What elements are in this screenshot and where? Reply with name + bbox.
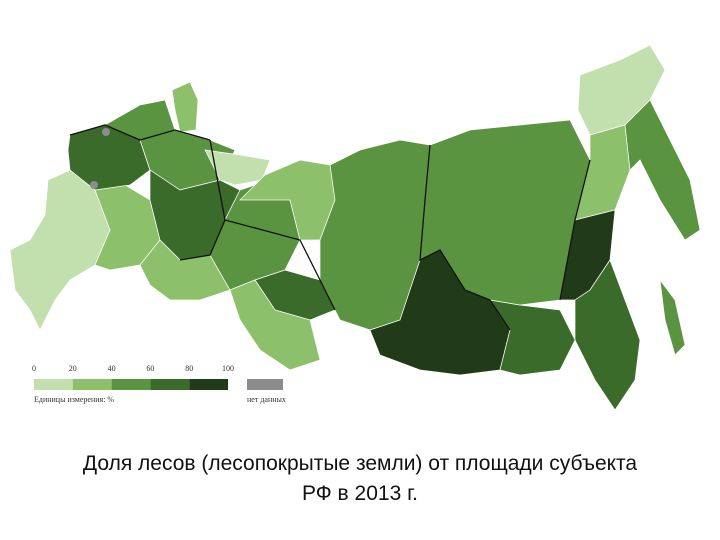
border bbox=[179, 139, 226, 261]
no-data-swatch bbox=[247, 379, 283, 390]
caption-line: Доля лесов (лесопокрытые земли) от площа… bbox=[82, 452, 638, 475]
no-data-label: нет данных bbox=[247, 395, 286, 404]
legend-tick-label: 40 bbox=[108, 364, 116, 373]
legend-tick-label: 0 bbox=[32, 364, 36, 373]
legend: Единицы измерения: % нет данных 0 20 40 60 8… bbox=[32, 364, 286, 404]
border bbox=[559, 159, 591, 301]
legend-swatch bbox=[150, 379, 190, 390]
border bbox=[419, 144, 511, 331]
regions bbox=[9, 44, 701, 411]
region bbox=[624, 99, 701, 241]
legend-tick-label: 80 bbox=[185, 364, 193, 373]
legend-tick-label: 60 bbox=[146, 364, 154, 373]
region bbox=[9, 169, 111, 331]
legend-tick-label: 20 bbox=[69, 364, 77, 373]
legend-swatch bbox=[189, 379, 228, 390]
no-data-region bbox=[102, 128, 110, 136]
no-data-region bbox=[90, 181, 98, 189]
region bbox=[574, 259, 641, 411]
region bbox=[171, 81, 199, 133]
legend-swatch bbox=[111, 379, 151, 390]
border bbox=[224, 219, 336, 311]
legend-tick-label: 100 bbox=[222, 364, 234, 373]
caption-line: РФ в 2013 г. bbox=[301, 482, 419, 505]
region bbox=[489, 299, 576, 376]
district-borders bbox=[69, 124, 591, 331]
region bbox=[659, 278, 686, 356]
unit-label: Единицы измерения: % bbox=[34, 395, 114, 404]
legend-swatch bbox=[34, 379, 73, 390]
border bbox=[69, 124, 211, 141]
region bbox=[229, 279, 321, 371]
legend-swatch bbox=[72, 379, 112, 390]
